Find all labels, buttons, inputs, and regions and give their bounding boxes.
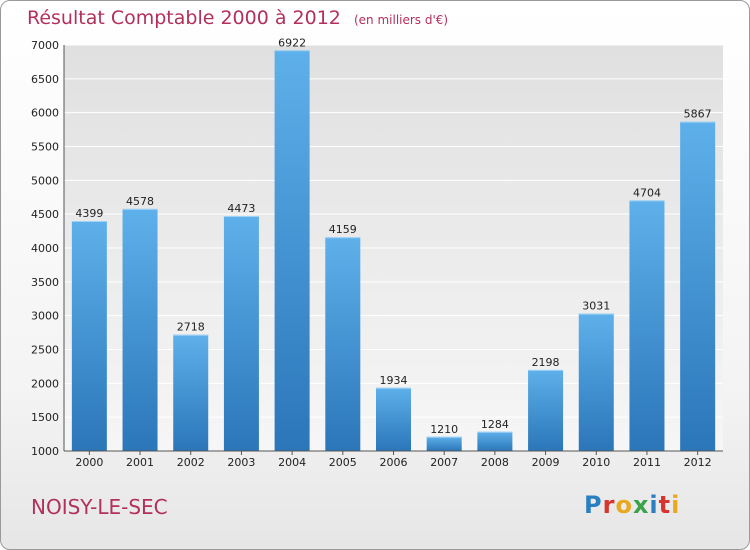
x-tick-label: 2001	[126, 456, 154, 469]
value-label: 1934	[380, 374, 408, 387]
bar-2001	[122, 208, 158, 451]
bar-2009	[528, 369, 564, 451]
value-label: 2198	[532, 356, 560, 369]
x-axis: 2000 2001 2002 2003 2004 2005 2006 2007 2008 2009…	[64, 450, 723, 469]
x-tick-label: 2003	[227, 456, 255, 469]
y-tick-label: 3500	[31, 276, 59, 289]
logo-letter: x	[632, 491, 650, 519]
y-tick-label: 3000	[31, 310, 59, 323]
value-label: 1284	[481, 418, 509, 431]
title-row: Résultat Comptable 2000 à 2012 (en milli…	[27, 7, 448, 29]
logo-letter: P	[584, 491, 603, 519]
x-tick-label: 2009	[532, 456, 560, 469]
x-tick-label: 2004	[278, 456, 306, 469]
bar-2000	[71, 221, 107, 451]
value-label: 4578	[126, 195, 154, 208]
value-label: 3031	[582, 300, 610, 313]
bar-2004	[274, 50, 310, 451]
value-label: 4704	[633, 186, 661, 199]
x-tick-label: 2002	[177, 456, 205, 469]
commune-name: NOISY-LE-SEC	[31, 495, 168, 519]
proxiti-logo[interactable]: Proxiti	[584, 491, 680, 519]
y-tick-label: 2000	[31, 377, 59, 390]
bars	[71, 50, 716, 452]
y-tick-label: 6000	[31, 107, 59, 120]
value-label: 4399	[75, 207, 103, 220]
x-tick-label: 2012	[684, 456, 712, 469]
value-label: 4159	[329, 223, 357, 236]
y-tick-label: 1000	[31, 445, 59, 458]
bar-2006	[376, 387, 411, 451]
y-tick-label: 5000	[31, 174, 59, 187]
logo-letter: i	[649, 491, 659, 519]
y-tick-label: 4500	[31, 208, 59, 221]
y-tick-label: 5500	[31, 141, 59, 154]
value-label: 5867	[684, 108, 712, 121]
y-tick-label: 1500	[31, 411, 59, 424]
logo-letter: t	[658, 491, 672, 519]
bar-2012	[680, 121, 716, 452]
x-tick-label: 2011	[633, 456, 661, 469]
bar-2005	[325, 237, 361, 451]
y-tick-label: 7000	[31, 39, 59, 52]
y-tick-label: 4000	[31, 242, 59, 255]
bar-2008	[477, 431, 513, 451]
value-label: 4473	[227, 202, 255, 215]
bar-2002	[173, 334, 209, 451]
y-tick-label: 2500	[31, 344, 59, 357]
bar-2010	[578, 313, 614, 451]
y-tick-label: 6500	[31, 73, 59, 86]
x-tick-label: 2006	[380, 456, 408, 469]
x-tick-label: 2005	[329, 456, 357, 469]
y-axis: 1000 1500 2000 2500 3000 3500 4000 4500 5000 5500…	[31, 39, 65, 458]
x-tick-label: 2007	[430, 456, 458, 469]
logo-letter: r	[602, 491, 616, 519]
logo-letter: i	[671, 491, 681, 519]
logo-letter: o	[615, 491, 633, 519]
bar-2003	[223, 215, 259, 451]
value-labels: 4399 4578 2718 4473 6922 4159 1934 1210 1284 2198…	[75, 36, 711, 436]
value-label: 6922	[278, 36, 306, 49]
value-label: 2718	[177, 321, 205, 334]
x-tick-label: 2000	[75, 456, 103, 469]
x-tick-label: 2008	[481, 456, 509, 469]
chart-subtitle: (en milliers d'€)	[353, 13, 449, 27]
value-label: 1210	[430, 423, 458, 436]
chart-title: Résultat Comptable 2000 à 2012	[27, 7, 341, 29]
bar-2007	[426, 436, 462, 451]
bar-2011	[629, 200, 665, 451]
x-tick-label: 2010	[582, 456, 610, 469]
